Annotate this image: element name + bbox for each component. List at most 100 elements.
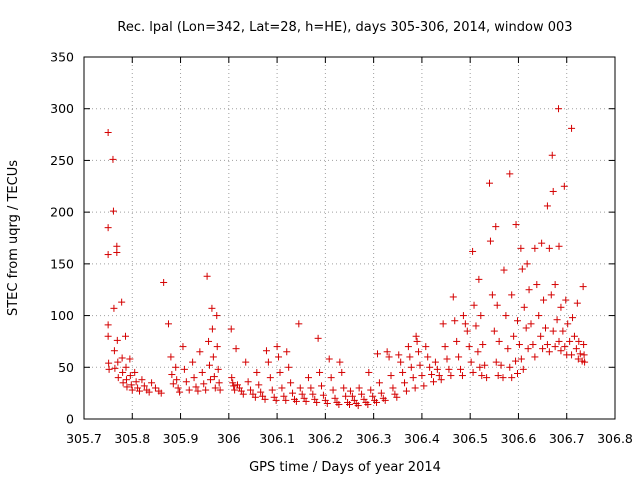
data-point [338,368,346,376]
data-point [257,388,265,396]
data-point [576,350,584,358]
data-point [499,374,507,382]
data-point [508,374,516,382]
data-point [229,379,237,387]
data-point [574,355,582,363]
data-point [486,237,494,245]
data-point [527,320,535,328]
x-tick-label: 305.9 [163,431,199,446]
data-point [545,244,553,252]
data-point [148,379,156,387]
data-point [420,382,428,390]
data-point [477,312,485,320]
data-point [123,383,131,391]
data-point [422,343,430,351]
data-point [251,393,259,401]
y-tick-label: 200 [50,205,74,220]
data-point [518,265,526,273]
data-point [282,396,290,404]
data-point [548,151,556,159]
data-point [230,382,238,390]
data-point [566,337,574,345]
data-point [355,384,363,392]
data-point [500,266,508,274]
data-point [336,358,344,366]
data-point [474,348,482,356]
data-point [157,389,165,397]
data-point [111,364,119,372]
data-point [268,386,276,394]
data-point [572,345,580,353]
data-point [564,320,572,328]
data-point [519,365,527,373]
data-point [441,343,449,351]
data-point [189,358,197,366]
data-point [295,320,303,328]
data-point [399,368,407,376]
data-point [416,361,424,369]
data-point [350,396,358,404]
data-point [479,341,487,349]
data-point [273,343,281,351]
data-point [407,363,415,371]
x-tick-label: 306.2 [307,431,343,446]
data-point [173,376,181,384]
data-point [206,361,214,369]
data-point [469,368,477,376]
data-point [433,365,441,373]
data-point [214,365,222,373]
data-point [180,365,188,373]
data-point [506,170,514,178]
data-point [200,380,208,388]
data-point [202,386,210,394]
data-point [109,207,117,215]
data-point [109,155,117,163]
x-tick-label: 306.6 [501,431,537,446]
y-tick-label: 50 [58,360,74,375]
x-tick-label: 305.8 [114,431,150,446]
data-point [555,337,563,345]
data-point [490,327,498,335]
data-point [329,386,337,394]
data-point [568,124,576,132]
data-point [261,395,269,403]
data-point [506,363,514,371]
data-point [545,348,553,356]
x-tick-label: 306 [217,431,241,446]
y-tick-label: 350 [50,50,74,65]
data-point [569,314,577,322]
data-point [190,374,198,382]
data-point [424,353,432,361]
data-point [580,351,588,359]
x-tick-label: 306.8 [597,431,633,446]
data-point [463,327,471,335]
data-point [573,299,581,307]
data-point [472,322,480,330]
data-point [122,376,130,384]
data-point [512,357,520,365]
data-point [402,387,410,395]
grid-lines [84,57,615,419]
data-point [167,353,175,361]
data-point [373,350,381,358]
data-point [192,383,200,391]
data-point [391,390,399,398]
data-point [296,384,304,392]
data-point [309,390,317,398]
data-point [549,327,557,335]
data-point [205,337,213,345]
data-point [539,345,547,353]
y-tick-label: 150 [50,256,74,271]
data-point [203,272,211,280]
x-tick-label: 306.1 [259,431,295,446]
data-point [543,341,551,349]
data-point [213,312,221,320]
data-point [319,391,327,399]
data-point [211,384,219,392]
data-point [529,341,537,349]
data-point [283,348,291,356]
data-point [272,396,280,404]
data-point [231,386,239,394]
data-point [311,395,319,403]
data-point [182,378,190,386]
